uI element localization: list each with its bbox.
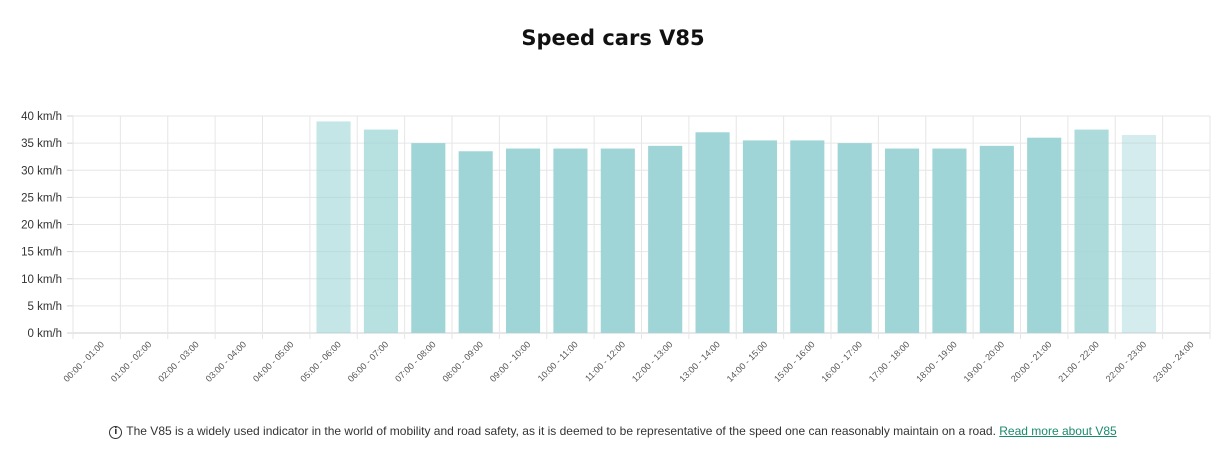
bar — [1027, 137, 1062, 333]
x-tick-label: 08:00 - 09:00 — [441, 339, 486, 384]
x-tick-label: 14:00 - 15:00 — [725, 339, 770, 384]
chart-title: Speed cars V85 — [521, 26, 705, 50]
bar — [742, 140, 777, 333]
x-tick-label: 11:00 - 12:00 — [583, 339, 627, 383]
x-tick-label: 13:00 - 14:00 — [677, 339, 722, 384]
x-tick-label: 04:00 - 05:00 — [251, 339, 296, 384]
read-more-v85-link[interactable]: Read more about V85 — [999, 424, 1117, 438]
y-tick-label: 5 km/h — [27, 301, 62, 313]
x-tick-label: 07:00 - 08:00 — [393, 339, 438, 384]
bar — [979, 145, 1014, 333]
bar — [932, 148, 967, 333]
bar — [363, 129, 398, 333]
y-tick-label: 25 km/h — [21, 192, 62, 204]
x-tick-label: 01:00 - 02:00 — [109, 339, 154, 384]
bar — [1074, 129, 1109, 333]
y-tick-label: 40 km/h — [21, 111, 62, 123]
bar — [411, 143, 446, 333]
bar — [790, 140, 825, 333]
x-tick-label: 19:00 - 20:00 — [962, 339, 1007, 384]
y-tick-label: 20 km/h — [21, 220, 62, 232]
x-tick-label: 17:00 - 18:00 — [867, 339, 912, 384]
x-tick-label: 02:00 - 03:00 — [156, 339, 201, 384]
y-tick-label: 35 km/h — [21, 138, 62, 150]
info-circle-icon: i — [109, 426, 123, 439]
x-tick-label: 16:00 - 17:00 — [820, 339, 865, 384]
bar — [506, 148, 541, 333]
x-tick-label: 15:00 - 16:00 — [772, 339, 817, 384]
bar — [553, 148, 588, 333]
x-tick-label: 10:00 - 11:00 — [536, 339, 580, 383]
y-tick-label: 0 km/h — [27, 328, 62, 340]
x-tick-label: 22:00 - 23:00 — [1104, 339, 1149, 384]
bar — [600, 148, 635, 333]
y-tick-label: 30 km/h — [21, 165, 62, 177]
x-tick-label: 06:00 - 07:00 — [346, 339, 391, 384]
x-tick-label: 20:00 - 21:00 — [1009, 339, 1054, 384]
bar — [837, 143, 872, 333]
x-tick-label: 21:00 - 22:00 — [1056, 339, 1101, 384]
x-tick-label: 23:00 - 24:00 — [1151, 339, 1196, 384]
x-tick-label: 05:00 - 06:00 — [298, 339, 343, 384]
x-tick-label: 03:00 - 04:00 — [204, 339, 249, 384]
bar — [316, 121, 351, 333]
speed-bar-chart: 0 km/h 5 km/h 10 km/h 15 km/h 20 km/h 25 km/h… — [21, 111, 1211, 384]
x-tick-label: 09:00 - 10:00 — [488, 339, 533, 384]
y-tick-label: 15 km/h — [21, 247, 62, 259]
x-tick-label: 18:00 - 19:00 — [914, 339, 959, 384]
footer-text: The V85 is a widely used indicator in th… — [126, 424, 996, 438]
bar — [885, 148, 920, 333]
bar — [458, 151, 493, 333]
bar — [695, 132, 730, 333]
bar — [648, 145, 683, 333]
footer-note: i The V85 is a widely used indicator in t… — [0, 424, 1226, 439]
y-tick-label: 10 km/h — [21, 274, 62, 286]
bar — [1121, 134, 1156, 333]
x-tick-label: 00:00 - 01:00 — [62, 339, 107, 384]
x-tick-label: 12:00 - 13:00 — [630, 339, 675, 384]
